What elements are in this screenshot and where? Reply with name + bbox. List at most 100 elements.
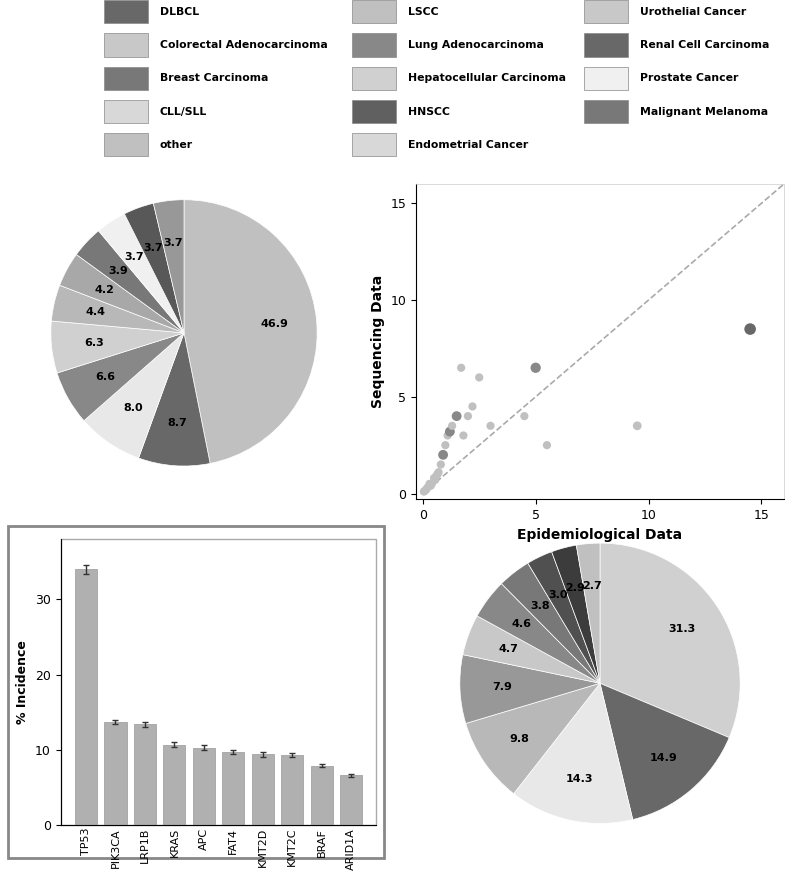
Text: Hepatocellular Carcinoma: Hepatocellular Carcinoma (408, 74, 566, 83)
Text: Endometrial Cancer: Endometrial Cancer (408, 140, 528, 150)
Text: HNSCC: HNSCC (408, 107, 450, 117)
Text: Prostate Cancer: Prostate Cancer (640, 74, 738, 83)
Wedge shape (154, 200, 184, 333)
Wedge shape (460, 654, 600, 724)
Text: 3.0: 3.0 (548, 590, 567, 600)
Wedge shape (514, 683, 633, 823)
Point (462, 409, 474, 423)
Point (432, 465, 445, 479)
Point (473, 371, 486, 385)
Wedge shape (184, 200, 317, 463)
Point (418, 484, 430, 498)
Text: 3.7: 3.7 (164, 238, 183, 248)
Text: 4.6: 4.6 (512, 619, 532, 629)
FancyBboxPatch shape (104, 100, 148, 124)
Point (428, 471, 441, 485)
Text: 14.9: 14.9 (650, 753, 678, 763)
Point (437, 448, 450, 462)
Text: 14.3: 14.3 (566, 774, 593, 784)
Text: 4.4: 4.4 (86, 307, 106, 317)
Wedge shape (477, 583, 600, 683)
Wedge shape (600, 683, 730, 820)
Text: Urothelial Cancer: Urothelial Cancer (640, 7, 746, 17)
Text: 6.6: 6.6 (95, 372, 115, 382)
Text: other: other (160, 140, 193, 150)
FancyBboxPatch shape (584, 33, 628, 57)
Text: Colorectal Adenocarcinoma: Colorectal Adenocarcinoma (160, 40, 328, 50)
Wedge shape (60, 255, 184, 333)
Y-axis label: Sequencing Data: Sequencing Data (371, 275, 385, 408)
Text: Renal Cell Carcinoma: Renal Cell Carcinoma (640, 40, 770, 50)
Point (418, 484, 431, 498)
Text: 2.9: 2.9 (565, 583, 585, 594)
Point (454, 361, 467, 375)
Point (430, 469, 442, 483)
Text: 8.0: 8.0 (123, 403, 142, 413)
Wedge shape (138, 333, 210, 466)
Point (442, 428, 454, 442)
Wedge shape (98, 214, 184, 333)
Point (423, 477, 436, 491)
Wedge shape (57, 333, 184, 420)
Wedge shape (502, 563, 600, 683)
Text: DLBCL: DLBCL (160, 7, 199, 17)
Text: 3.9: 3.9 (108, 266, 128, 276)
Text: 3.8: 3.8 (530, 601, 550, 611)
FancyBboxPatch shape (352, 100, 396, 124)
Point (530, 361, 542, 375)
Wedge shape (528, 552, 600, 683)
Text: LSCC: LSCC (408, 7, 438, 17)
Point (439, 438, 452, 452)
Wedge shape (51, 286, 184, 333)
Point (518, 409, 530, 423)
FancyBboxPatch shape (104, 33, 148, 57)
Text: 4.7: 4.7 (498, 644, 518, 654)
Wedge shape (463, 616, 600, 683)
FancyBboxPatch shape (584, 100, 628, 124)
Text: 3.7: 3.7 (143, 243, 163, 253)
Wedge shape (466, 683, 600, 794)
Point (541, 438, 554, 452)
Point (426, 477, 438, 491)
Point (420, 483, 433, 497)
Text: 3.7: 3.7 (125, 252, 144, 262)
Text: 31.3: 31.3 (668, 624, 695, 634)
Point (744, 322, 757, 336)
Point (431, 467, 444, 481)
FancyBboxPatch shape (104, 0, 148, 24)
Point (484, 419, 497, 433)
FancyBboxPatch shape (352, 33, 396, 57)
Point (466, 399, 479, 413)
FancyBboxPatch shape (584, 0, 628, 24)
FancyBboxPatch shape (104, 67, 148, 90)
Point (434, 457, 447, 471)
Text: 6.3: 6.3 (84, 337, 104, 348)
Text: 8.7: 8.7 (167, 418, 187, 428)
FancyBboxPatch shape (352, 133, 396, 157)
Wedge shape (552, 545, 600, 683)
Point (421, 481, 434, 495)
Text: 46.9: 46.9 (260, 319, 288, 329)
FancyBboxPatch shape (584, 67, 628, 90)
Wedge shape (84, 333, 184, 458)
Point (450, 409, 463, 423)
Text: Lung Adenocarcinoma: Lung Adenocarcinoma (408, 40, 544, 50)
Wedge shape (600, 543, 740, 738)
Wedge shape (576, 543, 600, 683)
Point (424, 479, 437, 493)
Wedge shape (124, 203, 184, 333)
Point (457, 428, 470, 442)
Wedge shape (51, 321, 184, 373)
X-axis label: Epidemiological Data: Epidemiological Data (518, 527, 682, 541)
FancyBboxPatch shape (352, 67, 396, 90)
Text: Breast Carcinoma: Breast Carcinoma (160, 74, 268, 83)
FancyBboxPatch shape (352, 0, 396, 24)
Text: Malignant Melanoma: Malignant Melanoma (640, 107, 768, 117)
Text: 2.7: 2.7 (582, 581, 602, 590)
Text: 7.9: 7.9 (492, 682, 512, 692)
FancyBboxPatch shape (104, 133, 148, 157)
Text: CLL/SLL: CLL/SLL (160, 107, 207, 117)
Point (443, 425, 456, 439)
Text: 9.8: 9.8 (509, 733, 529, 744)
Point (631, 419, 644, 433)
